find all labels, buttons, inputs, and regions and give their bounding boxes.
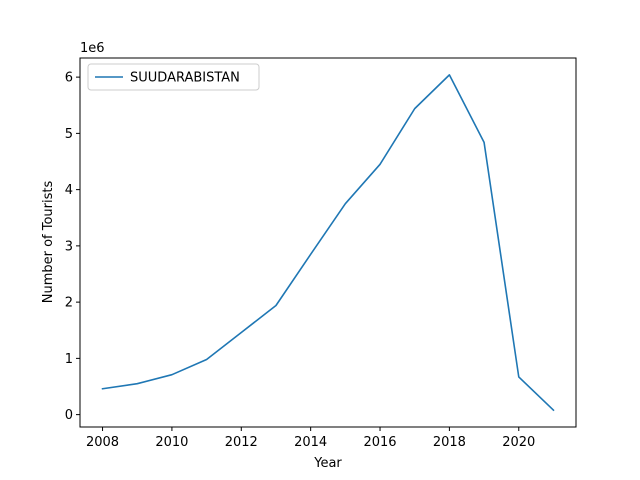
x-tick-label: 2010 xyxy=(155,435,188,450)
x-tick-label: 2012 xyxy=(225,435,258,450)
series-line-0 xyxy=(101,74,555,412)
x-axis-label: Year xyxy=(313,456,342,471)
y-tick-label: 1 xyxy=(65,352,73,367)
x-tick-label: 2020 xyxy=(502,435,535,450)
x-tick-label: 2018 xyxy=(433,435,466,450)
legend-label-suudarabistan: SUUDARABISTAN xyxy=(130,71,240,86)
y-tick-label: 0 xyxy=(65,408,73,423)
x-tick-label: 2008 xyxy=(86,435,119,450)
y-axis-label: Number of Tourists xyxy=(41,181,56,304)
series-group xyxy=(101,74,555,412)
x-tick-label: 2014 xyxy=(294,435,327,450)
legend: SUUDARABISTAN xyxy=(87,63,260,91)
y-tick-label: 5 xyxy=(65,127,73,142)
x-axis-ticks: 2008 2010 2012 2014 2016 2018 2020 xyxy=(86,427,535,450)
y-axis-ticks: 0 1 2 3 4 5 6 xyxy=(65,71,80,423)
y-tick-label: 3 xyxy=(65,239,73,254)
legend-box xyxy=(87,63,260,91)
y-tick-label: 6 xyxy=(65,71,73,86)
y-axis-offset-label: 1e6 xyxy=(80,41,105,56)
y-tick-label: 2 xyxy=(65,296,73,311)
y-tick-label: 4 xyxy=(65,183,73,198)
plot-frame xyxy=(79,57,577,428)
x-tick-label: 2016 xyxy=(363,435,396,450)
